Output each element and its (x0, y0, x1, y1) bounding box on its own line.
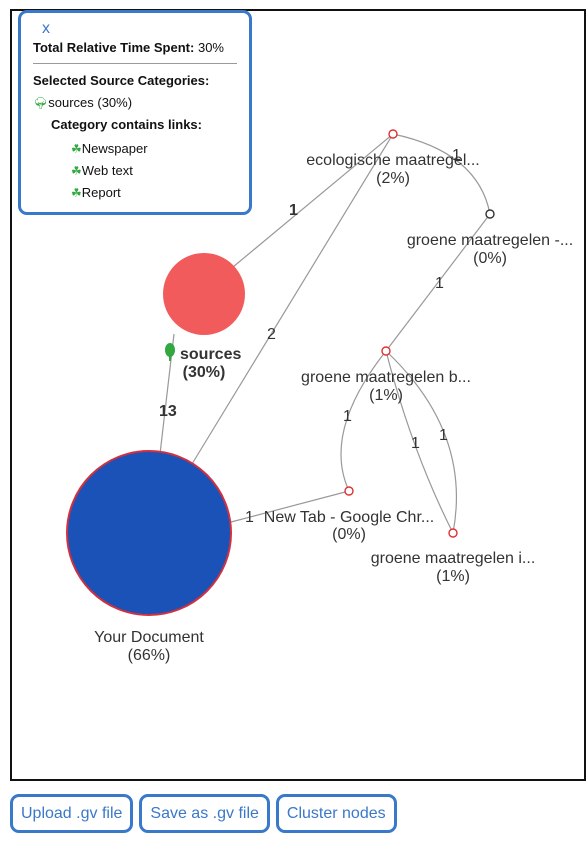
edge-label-groeneb-newtab: 1 (343, 408, 352, 425)
graph-svg[interactable]: 1 2 13 1 1 1 1 1 ecologische maatregel..… (12, 11, 588, 783)
label-groene1-pct: (0%) (473, 250, 507, 267)
button-bar: Upload .gv file Save as .gv file Cluster… (10, 794, 397, 833)
edge-label-groeneb-groenei-b: 1 (439, 427, 448, 444)
divider (33, 63, 237, 64)
label-document: Your Document (94, 629, 204, 646)
label-sources-pct: (30%) (183, 364, 226, 381)
link-item: ☘Report (71, 182, 237, 204)
selected-categories-heading: Selected Source Categories: (33, 73, 210, 88)
links-heading: Category contains links: (51, 117, 202, 132)
edge-label-document-newtab: 1 (245, 509, 254, 526)
category-item: 🌳︎sources (30%) (33, 94, 237, 112)
node-groeneb[interactable] (381, 346, 391, 356)
edge-groeneb-groenei-b (385, 350, 457, 534)
label-newtab: New Tab - Google Chr... (264, 509, 434, 526)
label-groeneb: groene maatregelen b... (301, 369, 471, 386)
total-time-row: Total Relative Time Spent: 30% (33, 39, 237, 57)
node-ecologische[interactable] (388, 129, 398, 139)
label-document-pct: (66%) (128, 647, 171, 664)
link-label: Report (81, 185, 121, 200)
category-label: sources (30%) (48, 95, 133, 110)
leaf-icon: ☘ (71, 164, 82, 178)
node-groenei[interactable] (448, 528, 458, 538)
label-sources: sources (180, 346, 241, 363)
upload-gv-button[interactable]: Upload .gv file (10, 794, 134, 833)
edge-document-ecologische (191, 133, 394, 465)
edge-document-newtab (230, 490, 350, 523)
link-label: Web text (81, 163, 133, 178)
tree-icon (165, 343, 175, 361)
node-document[interactable] (66, 450, 232, 616)
edge-groeneb-groenei-a (385, 350, 454, 534)
edge-sources-ecologische (232, 133, 394, 268)
total-time-value: 30% (197, 40, 224, 55)
link-item: ☘Web text (71, 160, 237, 182)
node-newtab[interactable] (344, 486, 354, 496)
edge-groene1-groeneb (385, 213, 491, 352)
edge-label-sources-document: 13 (159, 403, 177, 420)
node-groene1[interactable] (485, 209, 495, 219)
tree-icon: 🌳︎ (33, 96, 49, 110)
label-ecologische: ecologische maatregel... (306, 152, 479, 169)
label-groene1: groene maatregelen -... (407, 232, 573, 249)
leaf-icon: ☘ (71, 142, 82, 156)
label-newtab-pct: (0%) (332, 526, 366, 543)
leaf-icon: ☘ (71, 186, 82, 200)
edge-groeneb-newtab (340, 350, 387, 492)
edge-label-groene1-groeneb: 1 (435, 275, 444, 292)
label-groenei: groene maatregelen i... (371, 550, 536, 567)
label-groenei-pct: (1%) (436, 568, 470, 585)
label-groeneb-pct: (1%) (369, 387, 403, 404)
link-label: Newspaper (81, 141, 148, 156)
edge-label-sources-ecologische: 1 (289, 202, 298, 219)
label-ecologische-pct: (2%) (376, 170, 410, 187)
links-list: ☘Newspaper ☘Web text ☘Report (71, 138, 237, 204)
save-gv-button[interactable]: Save as .gv file (139, 794, 270, 833)
node-sources[interactable] (163, 253, 245, 335)
edge-label-document-ecologische: 2 (267, 326, 276, 343)
edge-ecologische-groene1 (392, 133, 491, 215)
link-item: ☘Newspaper (71, 138, 237, 160)
total-time-label: Total Relative Time Spent: (33, 40, 195, 55)
edge-label-groeneb-groenei-a: 1 (411, 435, 420, 452)
info-panel: x Total Relative Time Spent: 30% Selecte… (18, 10, 252, 215)
close-icon[interactable]: x (42, 20, 50, 37)
edge-label-ecologische-groene1: 1 (452, 147, 461, 164)
cluster-nodes-button[interactable]: Cluster nodes (275, 794, 397, 833)
